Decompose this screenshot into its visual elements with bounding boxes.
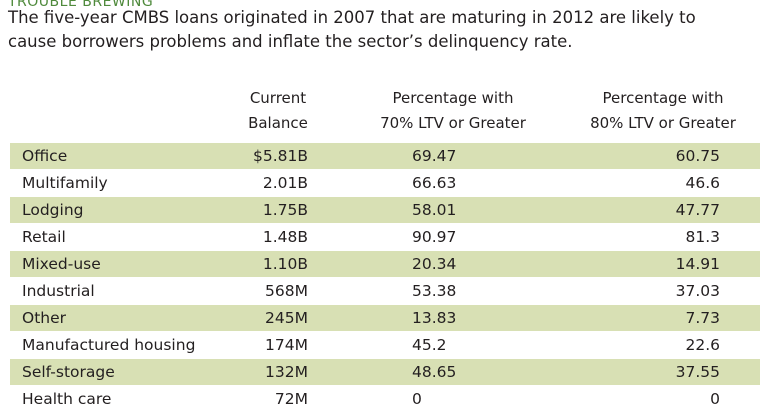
pct-70: 58.01: [412, 201, 457, 219]
balance: 72M: [274, 390, 308, 408]
column-header: 70% LTV or Greater: [380, 114, 526, 132]
row-label: Lodging: [22, 201, 84, 219]
column-header: 80% LTV or Greater: [590, 114, 736, 132]
balance: 132M: [265, 363, 308, 381]
pct-70: 66.63: [412, 174, 457, 192]
pct-70: 53.38: [412, 282, 457, 300]
pct-70: 45.2: [412, 336, 447, 354]
row-band: [10, 359, 760, 385]
row-label: Office: [22, 147, 68, 165]
balance: $5.81B: [252, 147, 308, 165]
column-header: Current: [249, 89, 307, 107]
balance: 1.10B: [262, 255, 308, 273]
balance: 174M: [265, 336, 308, 354]
row-label: Self-storage: [22, 363, 115, 381]
pct-80: 0: [710, 390, 720, 408]
row-label: Multifamily: [22, 174, 108, 192]
row-band: [10, 197, 760, 223]
pct-80: 37.55: [675, 363, 720, 381]
pct-70: 90.97: [412, 228, 457, 246]
column-header: Percentage with: [602, 89, 724, 107]
row-band: [10, 305, 760, 331]
pct-80: 46.6: [685, 174, 720, 192]
row-label: Retail: [22, 228, 66, 246]
subtitle: The five-year CMBS loans originated in 2…: [8, 8, 696, 27]
page: {"header": {"title": "TROUBLE BREWING", …: [8, 0, 760, 408]
pct-80: 37.03: [675, 282, 720, 300]
row-band: [10, 251, 760, 277]
column-header: Percentage with: [392, 89, 514, 107]
pct-70: 13.83: [412, 309, 457, 327]
balance: 2.01B: [262, 174, 308, 192]
row-label: Mixed-use: [22, 255, 101, 273]
pct-80: 81.3: [685, 228, 720, 246]
pct-80: 7.73: [685, 309, 720, 327]
pct-80: 60.75: [675, 147, 720, 165]
pct-70: 0: [412, 390, 422, 408]
balance: 568M: [265, 282, 308, 300]
row-band: [10, 143, 760, 169]
pct-70: 48.65: [412, 363, 457, 381]
row-label: Other: [22, 309, 67, 327]
pct-70: 69.47: [412, 147, 457, 165]
row-label: Health care: [22, 390, 112, 408]
subtitle: cause borrowers problems and inflate the…: [8, 32, 573, 51]
pct-80: 14.91: [675, 255, 720, 273]
pct-70: 20.34: [412, 255, 457, 273]
row-label: Manufactured housing: [22, 336, 196, 354]
title: TROUBLE BREWING: [8, 0, 154, 10]
pct-80: 22.6: [685, 336, 720, 354]
balance: 1.48B: [262, 228, 308, 246]
balance: 1.75B: [262, 201, 308, 219]
row-label: Industrial: [22, 282, 95, 300]
column-header: Balance: [248, 114, 308, 132]
pct-80: 47.77: [675, 201, 720, 219]
balance: 245M: [265, 309, 308, 327]
